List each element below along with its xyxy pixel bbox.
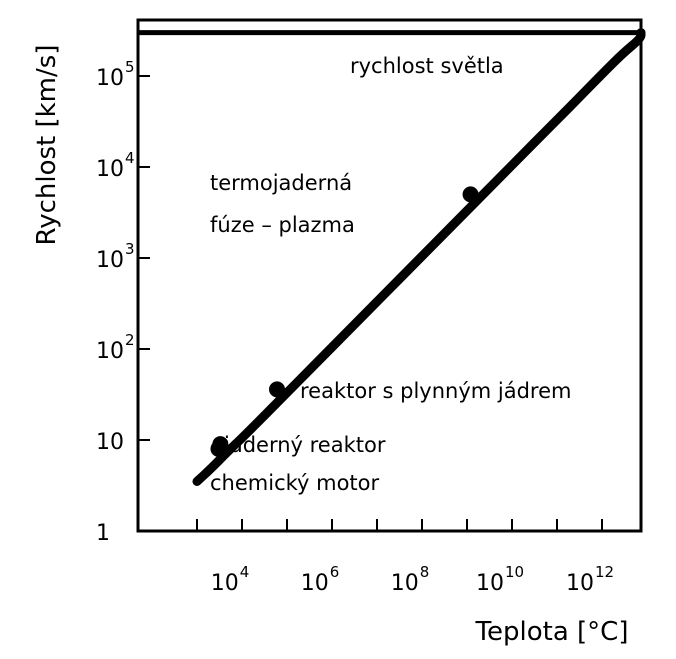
plot-frame	[136, 18, 643, 533]
y-tick-label: 102	[96, 331, 135, 364]
data-point	[462, 186, 479, 203]
y-tick-label: 103	[96, 240, 135, 273]
x-tick-label: 1010	[476, 563, 524, 596]
x-tick-label: 108	[391, 563, 430, 596]
label-nuclear-reactor: jaderný reaktor	[223, 433, 386, 457]
x-tick-label: 1012	[566, 563, 614, 596]
label-fusion-line1: termojaderná	[210, 171, 352, 195]
y-tick-labels: 1 10 102 103 104 105	[96, 58, 135, 546]
data-point	[212, 436, 229, 453]
label-gas-core-reactor: reaktor s plynným jádrem	[300, 379, 571, 403]
label-speed-of-light: rychlost světla	[350, 54, 504, 78]
series-line	[192, 28, 646, 486]
x-tick-label: 106	[301, 563, 340, 596]
label-chemical-engine: chemický motor	[210, 471, 380, 495]
y-tick-label: 10	[96, 430, 124, 455]
y-axis-title: Rychlost [km/s]	[32, 45, 62, 246]
y-tick-label: 104	[96, 149, 135, 182]
axis-ticks	[138, 75, 603, 531]
y-axis-label: Rychlost [km/s]	[32, 45, 62, 246]
x-tick-label: 104	[211, 563, 250, 596]
data-points	[210, 186, 479, 457]
y-tick-label: 105	[96, 58, 135, 91]
data-point	[269, 381, 286, 398]
x-tick-labels: 104 106 108 1010 1012	[211, 563, 614, 596]
y-tick-label: 1	[96, 521, 110, 546]
x-axis-label: Teplota [°C]	[475, 617, 629, 647]
label-fusion-line2: fúze – plazma	[210, 213, 355, 237]
